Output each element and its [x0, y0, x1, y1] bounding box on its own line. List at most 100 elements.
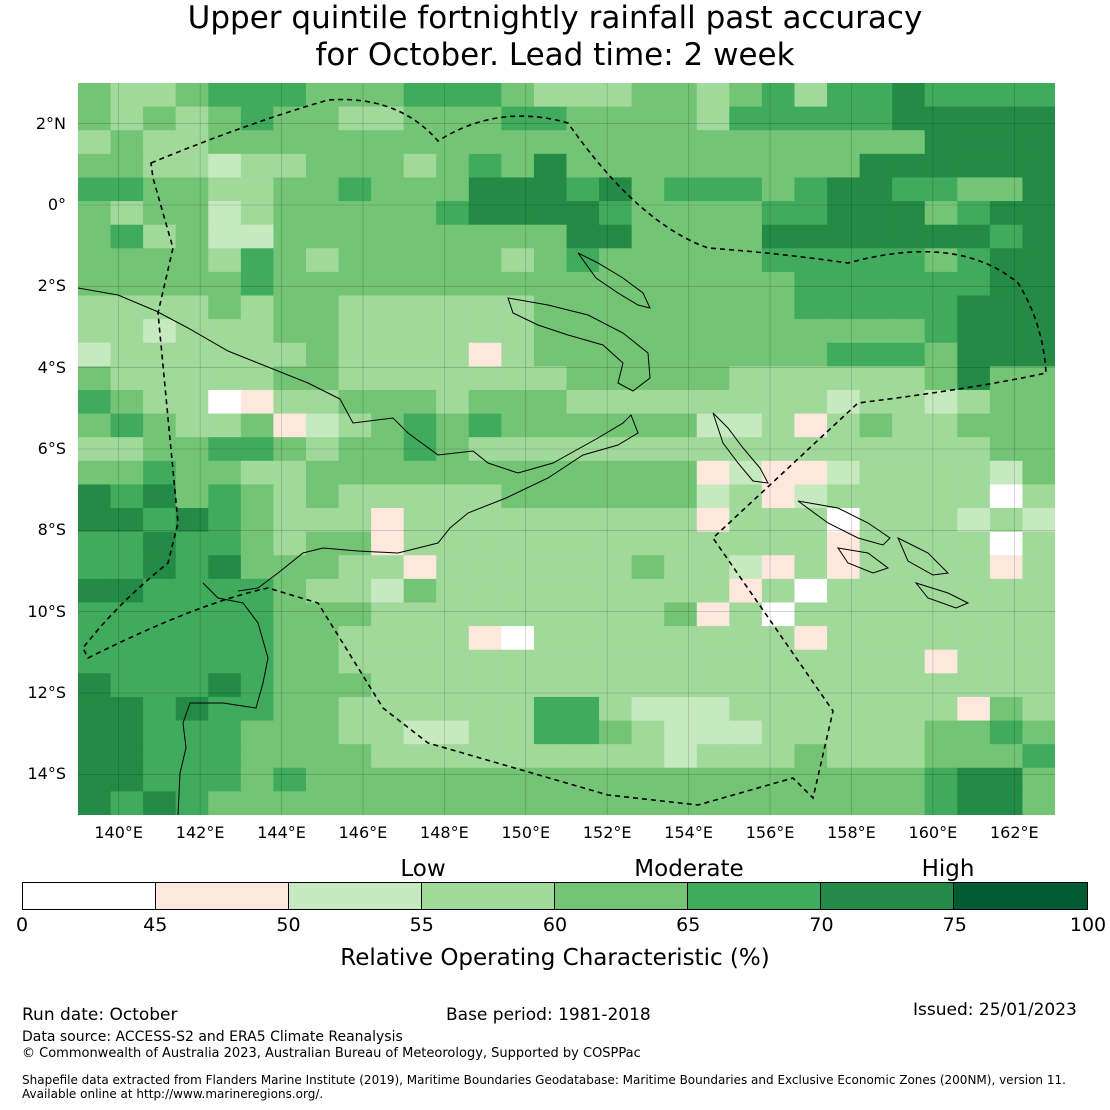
grid-cell: [989, 271, 1024, 297]
grid-cell: [859, 83, 893, 108]
grid-cell: [1022, 319, 1055, 344]
grid-cell: [827, 673, 861, 698]
grid-cell: [240, 366, 274, 391]
grid-cell: [989, 460, 1024, 486]
grid-cell: [436, 366, 470, 391]
grid-cell: [631, 177, 665, 202]
grid-cell: [175, 389, 209, 415]
grid-cell: [305, 83, 340, 108]
grid-cell: [143, 696, 177, 722]
grid-cell: [436, 720, 470, 745]
grid-cell: [338, 673, 372, 698]
grid-cell: [403, 626, 437, 651]
grid-cell: [859, 224, 893, 249]
grid-cell: [827, 602, 861, 627]
grid-cell: [696, 602, 730, 627]
grid-cell: [924, 153, 958, 179]
grid-cell: [761, 201, 796, 226]
grid-cell: [631, 531, 665, 556]
grid-cell: [957, 602, 991, 627]
grid-cell: [599, 201, 633, 226]
grid-cell: [599, 602, 633, 627]
grid-cell: [78, 555, 112, 580]
grid-cell: [468, 413, 502, 438]
grid-cell: [468, 767, 502, 792]
grid-cell: [468, 460, 502, 486]
grid-cell: [957, 649, 991, 674]
grid-cell: [761, 767, 796, 792]
grid-cell: [305, 130, 340, 155]
grid-cell: [664, 460, 698, 486]
grid-cell: [273, 366, 307, 391]
grid-cell: [208, 130, 242, 155]
grid-cell: [436, 626, 470, 651]
grid-cell: [729, 508, 763, 533]
grid-cell: [827, 508, 861, 533]
grid-cell: [664, 673, 698, 698]
grid-cell: [599, 153, 633, 179]
grid-cell: [338, 271, 372, 297]
grid-cell: [696, 626, 730, 651]
grid-cell: [957, 720, 991, 745]
grid-cell: [1022, 602, 1055, 627]
grid-cell: [957, 673, 991, 698]
grid-cell: [957, 106, 991, 131]
grid-cell: [827, 744, 861, 769]
grid-cell: [794, 673, 828, 698]
grid-cell: [599, 720, 633, 745]
grid-cell: [208, 626, 242, 651]
grid-cell: [403, 177, 437, 202]
grid-cell: [338, 106, 372, 131]
grid-cell: [436, 460, 470, 486]
grid-cell: [599, 83, 633, 108]
grid-cell: [664, 437, 698, 462]
grid-cell: [208, 437, 242, 462]
grid-cell: [338, 696, 372, 722]
grid-cell: [729, 130, 763, 155]
grid-cell: [208, 83, 242, 108]
grid-cell: [566, 626, 600, 651]
grid-cell: [110, 224, 144, 249]
grid-cell: [924, 295, 958, 320]
grid-cell: [338, 389, 372, 415]
grid-cell: [794, 153, 828, 179]
x-tick-label: 140°E: [94, 823, 144, 842]
x-tick-label: 160°E: [908, 823, 958, 842]
grid-cell: [273, 578, 307, 604]
grid-cell: [436, 555, 470, 580]
x-tick-label: 144°E: [257, 823, 306, 842]
grid-cell: [436, 177, 470, 202]
grid-cell: [338, 791, 372, 815]
grid-cell: [240, 460, 274, 486]
grid-cell: [338, 177, 372, 202]
grid-cell: [240, 319, 274, 344]
grid-cell: [240, 767, 274, 792]
grid-cell: [892, 578, 926, 604]
grid-cell: [501, 437, 535, 462]
grid-cell: [892, 791, 926, 815]
grid-cell: [892, 413, 926, 438]
grid-cell: [143, 83, 177, 108]
grid-cell: [110, 602, 144, 627]
grid-cell: [403, 366, 437, 391]
grid-cell: [175, 295, 209, 320]
grid-cell: [664, 106, 698, 131]
grid-cell: [175, 248, 209, 273]
grid-cell: [989, 767, 1024, 792]
grid-cell: [240, 791, 274, 815]
grid-cell: [533, 413, 568, 438]
grid-cell: [1022, 177, 1055, 202]
grid-cell: [664, 271, 698, 297]
grid-cell: [696, 744, 730, 769]
grid-cell: [468, 673, 502, 698]
grid-cell: [1022, 767, 1055, 792]
grid-cell: [599, 389, 633, 415]
grid-cell: [371, 555, 405, 580]
grid-cell: [664, 83, 698, 108]
category-moderate-label: Moderate: [634, 856, 744, 882]
grid-cell: [827, 319, 861, 344]
grid-cell: [501, 366, 535, 391]
grid-cell: [957, 366, 991, 391]
grid-cell: [338, 201, 372, 226]
grid-cell: [273, 201, 307, 226]
